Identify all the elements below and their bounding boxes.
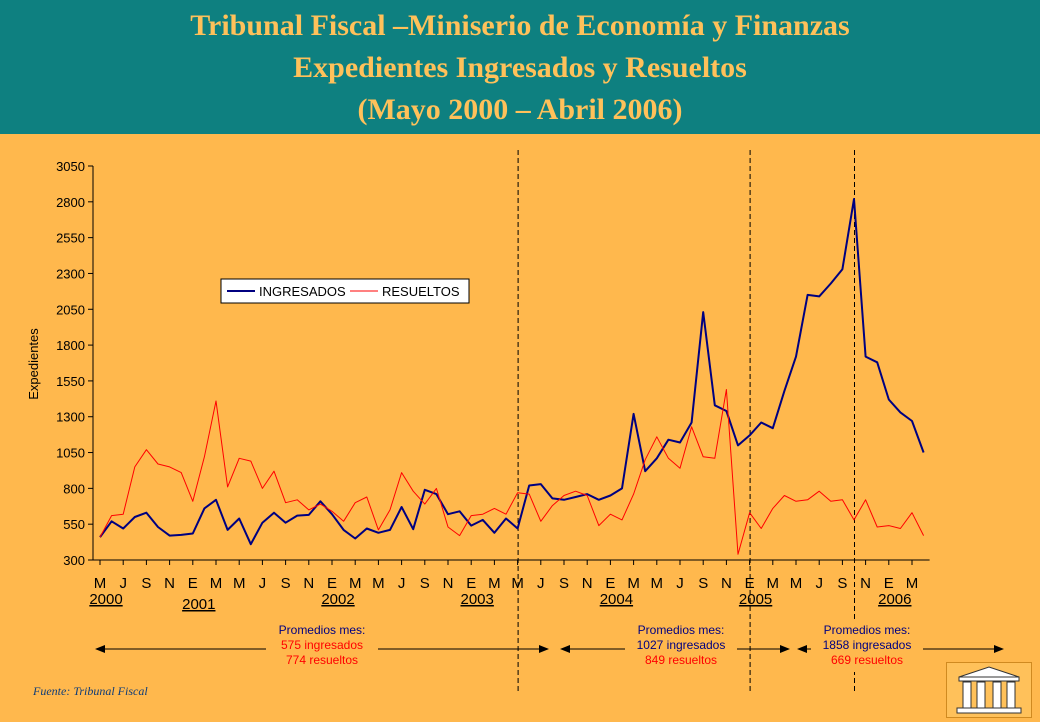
promedio-arrow-head-right [994,645,1004,653]
period-dividers [517,150,855,694]
promedio-ingresados: 575 ingresados [281,638,363,652]
x-month-label: N [164,575,175,592]
x-month-label: E [188,575,198,592]
x-month-label: E [605,575,615,592]
x-month-label: M [488,575,501,592]
series-line-resueltos [99,389,925,555]
legend-label-ingresados: INGRESADOS [259,284,346,299]
x-year-label: 2004 [600,591,633,608]
y-tick-label: 2800 [56,195,85,210]
x-month-label: S [559,575,569,592]
y-tick-label: 800 [63,481,85,496]
promedio-ingresados: 1027 ingresados [637,638,726,652]
promedio-resueltos: 849 resueltos [645,653,717,667]
x-year-label: 2002 [321,591,354,608]
x-month-label: S [698,575,708,592]
y-tick-label: 2050 [56,302,85,317]
x-year-label: 2006 [878,591,911,608]
promedio-label-bg [625,620,737,672]
promedio-arrow-head-right [539,645,549,653]
promedio-arrow-head-left [797,645,807,653]
x-month-label: J [398,575,406,592]
x-month-label: M [233,575,246,592]
series-line-ingresados [99,198,925,546]
legend-box [220,278,470,304]
x-month-label: M [906,575,919,592]
x-month-label: J [537,575,545,592]
x-axis: MJSNEMMJSNEMMJSNEMMJSNEMMJSNEMMJSNEM2000… [89,559,930,613]
y-tick-label: 1800 [56,338,85,353]
y-tick-label: 2550 [56,231,85,246]
promedio-ingresados: 1858 ingresados [823,638,912,652]
x-month-label: M [651,575,664,592]
y-tick-label: 1550 [56,374,85,389]
title-line-1: Tribunal Fiscal –Miniserio de Economía y… [190,9,850,42]
chart: 300 550 800 1050 1300 1550 1800 2050 2300 2550 280… [26,150,1004,694]
x-year-label: 2000 [89,591,122,608]
promedio-resueltos: 774 resueltos [286,653,358,667]
header-banner: Tribunal Fiscal –Miniserio de Economía y… [0,0,1040,134]
x-month-label: J [676,575,684,592]
source-note: Fuente: Tribunal Fiscal [33,684,148,698]
x-month-label: S [420,575,430,592]
tribunal-logo [946,662,1032,718]
x-month-label: S [281,575,291,592]
promedio-arrow-head-left [560,645,570,653]
y-axis-title: Expedientes [26,328,41,400]
x-month-label: M [767,575,780,592]
x-month-label: S [837,575,847,592]
promedio-arrow-head-right [780,645,790,653]
y-axis: 300 550 800 1050 1300 1550 1800 2050 2300 2550 280… [26,159,94,568]
x-month-label: N [721,575,732,592]
y-tick-label: 550 [63,517,85,532]
x-month-label: M [790,575,803,592]
x-month-label: J [259,575,267,592]
title-line-3: (Mayo 2000 – Abril 2006) [357,93,683,126]
series-lines [99,198,925,555]
columns-logo-icon [956,666,1022,714]
x-month-label: M [627,575,640,592]
x-month-label: E [884,575,894,592]
promedio-arrow-head-left [95,645,105,653]
y-tick-label: 3050 [56,159,85,174]
x-month-label: M [210,575,223,592]
x-month-label: M [349,575,362,592]
promedio-title: Promedios mes: [824,623,911,637]
legend: INGRESADOS RESUELTOS [220,278,470,304]
x-month-label: N [582,575,593,592]
promedio-resueltos: 669 resueltos [831,653,903,667]
x-month-label: N [443,575,454,592]
x-year-label: 2001 [182,596,215,613]
x-month-label: M [94,575,107,592]
legend-label-resueltos: RESUELTOS [382,284,460,299]
title-line-2: Expedientes Ingresados y Resueltos [293,51,747,84]
y-tick-label: 300 [63,553,85,568]
y-tick-label: 1050 [56,446,85,461]
x-year-label: 2005 [739,591,772,608]
promedio-title: Promedios mes: [638,623,725,637]
x-month-label: J [815,575,823,592]
x-month-label: E [466,575,476,592]
promedio-label-bg [811,620,923,672]
y-tick-label: 2300 [56,266,85,281]
x-month-label: J [119,575,127,592]
y-tick-label: 1300 [56,410,85,425]
x-year-label: 2003 [461,591,494,608]
promedio-title: Promedios mes: [279,623,366,637]
x-month-label: N [860,575,871,592]
promedio-label-bg [266,620,378,672]
x-month-label: N [303,575,314,592]
x-month-label: E [327,575,337,592]
x-month-label: S [141,575,151,592]
x-month-label: M [372,575,385,592]
